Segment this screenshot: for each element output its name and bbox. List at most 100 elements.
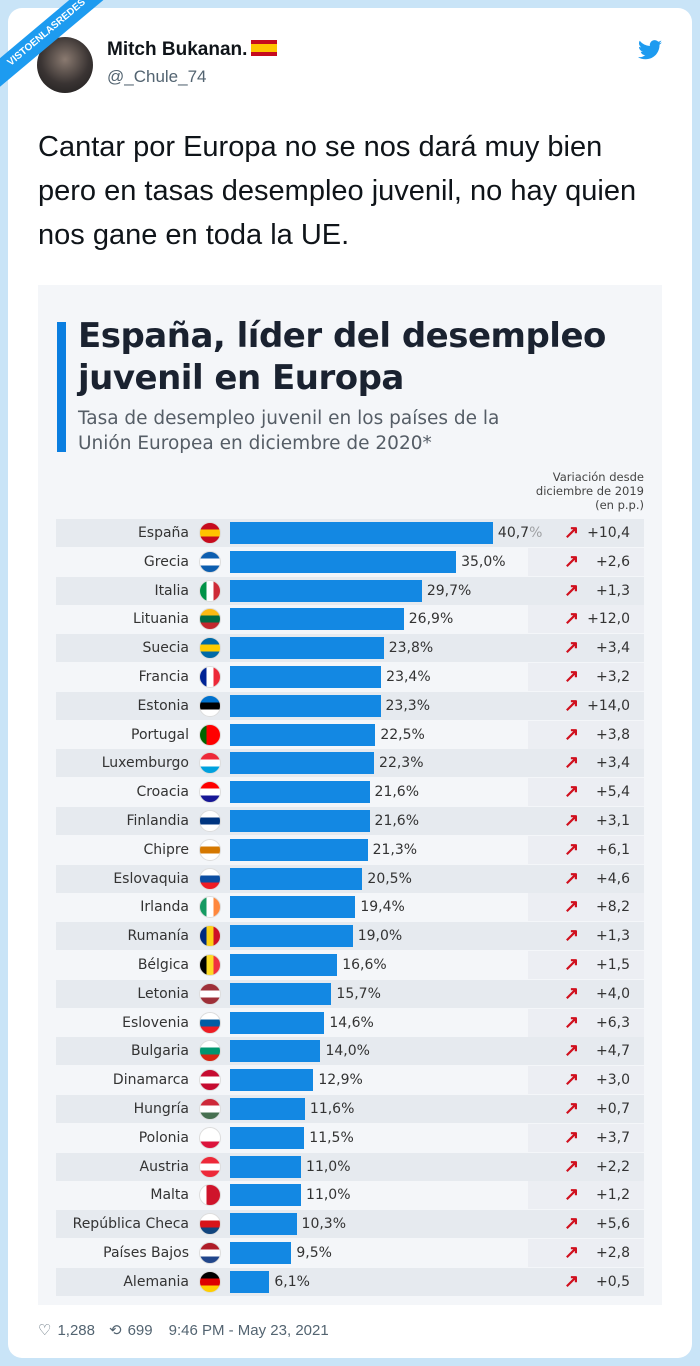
country-flag-icon xyxy=(199,579,221,602)
category-label: Países Bajos xyxy=(103,1245,189,1261)
tweet-footer: ♡ 1,288 ⟲ 699 9:46 PM - May 23, 2021 xyxy=(38,1321,329,1340)
change-cell xyxy=(528,663,644,691)
bar xyxy=(230,954,338,976)
bar xyxy=(230,1098,305,1120)
bar xyxy=(230,896,356,919)
value-label: 29,7% xyxy=(426,582,472,599)
twitter-bird-icon[interactable] xyxy=(638,40,662,60)
bar xyxy=(230,608,404,631)
value-label: 14,6% xyxy=(329,1014,374,1031)
arrow-up-right-icon: ↗ xyxy=(564,1040,580,1061)
change-label: +5,6 xyxy=(596,1216,630,1233)
chart-row: Luxemburgo 22,3% ↗ +3,4 xyxy=(56,749,644,778)
chart-row: República Checa 10,3% ↗ +5,6 xyxy=(56,1210,644,1239)
change-label: +4,6 xyxy=(596,870,630,887)
chart-row: Suecia 23,8% ↗ +3,4 xyxy=(56,634,644,663)
value-label: 11,6% xyxy=(309,1101,355,1117)
arrow-up-right-icon: ↗ xyxy=(564,1069,580,1090)
category-label: Suecia xyxy=(142,640,189,657)
country-flag-icon xyxy=(199,838,221,861)
change-label: +3,8 xyxy=(596,726,630,743)
country-flag-icon xyxy=(199,896,221,919)
arrow-up-right-icon: ↗ xyxy=(564,982,580,1003)
category-label: Eslovenia xyxy=(122,1014,189,1031)
change-label: +12,0 xyxy=(587,611,630,628)
category-label: España xyxy=(137,525,189,541)
author-handle[interactable]: @_Chule_74 xyxy=(107,67,207,86)
change-cell xyxy=(528,1066,644,1095)
category-label: Estonia xyxy=(137,697,189,714)
country-flag-icon xyxy=(199,550,221,573)
category-label: Grecia xyxy=(143,553,189,570)
arrow-up-right-icon: ↗ xyxy=(564,579,580,600)
value-label: 15,7% xyxy=(336,985,381,1002)
bar xyxy=(230,867,363,890)
bar xyxy=(230,1040,321,1063)
retweet-count: 699 xyxy=(127,1321,153,1339)
change-cell xyxy=(528,749,644,778)
bar xyxy=(230,781,370,804)
category-label: Rumanía xyxy=(127,928,189,945)
change-label: +2,8 xyxy=(596,1245,630,1261)
arrow-up-right-icon: ↗ xyxy=(564,637,580,658)
country-flag-icon xyxy=(199,781,221,804)
change-cell xyxy=(528,691,644,720)
change-label: +3,0 xyxy=(596,1072,630,1089)
value-label: 19,0% xyxy=(357,928,403,945)
arrow-up-right-icon: ↗ xyxy=(564,666,580,686)
arrow-up-right-icon: ↗ xyxy=(564,954,580,974)
country-flag-icon xyxy=(199,810,221,832)
change-label: +6,1 xyxy=(596,841,630,858)
category-label: Bélgica xyxy=(137,957,189,973)
category-label: Luxemburgo xyxy=(101,755,189,772)
value-label: 23,4% xyxy=(386,669,431,685)
title-accent-bar xyxy=(57,322,66,452)
change-label: +8,2 xyxy=(596,899,630,916)
change-label: +3,2 xyxy=(596,669,630,685)
category-label: Chipre xyxy=(143,841,190,858)
value-label: 22,5% xyxy=(380,726,425,743)
change-label: +1,3 xyxy=(596,928,630,945)
chart-row: Alemania 6,1% ↗ +0,5 xyxy=(56,1267,644,1296)
timestamp[interactable]: 9:46 PM - May 23, 2021 xyxy=(168,1321,329,1339)
author-name[interactable]: Mitch Bukanan. xyxy=(107,39,278,61)
change-cell xyxy=(528,807,644,835)
value-label: 23,3% xyxy=(385,697,430,714)
retweet-icon[interactable]: ⟲ xyxy=(109,1322,122,1339)
chart-row: Finlandia 21,6% ↗ +3,1 xyxy=(56,807,644,835)
arrow-up-right-icon: ↗ xyxy=(564,1242,580,1262)
chart-row: Lituania 26,9% ↗ +12,0 xyxy=(56,605,644,634)
chart-row: Estonia 23,3% ↗ +14,0 xyxy=(56,691,644,720)
change-label: +3,7 xyxy=(596,1129,630,1146)
heart-icon[interactable]: ♡ xyxy=(38,1322,52,1339)
change-cell xyxy=(528,864,644,893)
change-label: +2,2 xyxy=(596,1158,630,1175)
chart-title: España, líder del desempleo juvenil en E… xyxy=(78,316,606,398)
bar xyxy=(230,723,376,746)
like-count: 1,288 xyxy=(57,1321,95,1339)
country-flag-icon xyxy=(199,867,221,890)
bar xyxy=(230,810,370,832)
bar xyxy=(230,1155,302,1178)
value-label: 10,3% xyxy=(301,1216,347,1233)
change-cell xyxy=(528,519,644,547)
bar xyxy=(230,1242,292,1264)
category-label: Irlanda xyxy=(140,899,189,916)
country-flag-icon xyxy=(199,1213,221,1236)
arrow-up-right-icon: ↗ xyxy=(564,896,580,917)
change-cell xyxy=(528,1152,644,1181)
arrow-up-right-icon: ↗ xyxy=(564,752,580,773)
chart-row: Croacia 21,6% ↗ +5,4 xyxy=(56,778,644,807)
category-label: Alemania xyxy=(123,1273,189,1290)
category-label: Dinamarca xyxy=(112,1072,189,1089)
chart-row: Polonia 11,5% ↗ +3,7 xyxy=(56,1123,644,1152)
change-label: +10,4 xyxy=(587,525,630,541)
value-label: 21,3% xyxy=(372,841,418,858)
country-flag-icon xyxy=(199,1040,221,1063)
change-label: +0,7 xyxy=(596,1101,630,1117)
category-label: Letonia xyxy=(137,985,189,1002)
bar xyxy=(230,752,375,775)
change-cell xyxy=(528,1267,644,1296)
country-flag-icon xyxy=(199,723,221,746)
change-cell xyxy=(528,1181,644,1210)
